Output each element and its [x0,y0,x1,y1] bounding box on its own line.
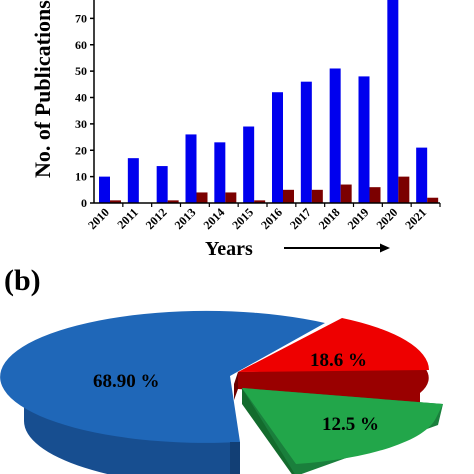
bar-2019-series-1 [358,76,370,203]
panel-label-b: (b) [4,264,41,297]
y-tick-label: 50 [75,64,87,78]
x-tick-label: 2018 [316,205,343,232]
bar-2013-series-2 [196,192,208,203]
bar-2016-series-2 [283,189,294,203]
bar-2018-series-1 [329,68,341,203]
years-arrow [284,243,390,253]
x-tick-label: 2010 [85,205,112,232]
pie-chart: 68.90 % 18.6 % 12.5 % [0,310,443,474]
bar-2017-series-1 [300,81,312,203]
pie-slice-green [242,388,443,474]
x-tick-label: 2017 [287,205,314,232]
bar-2011-series-1 [127,158,139,203]
y-axis-ticks: 0 10 20 30 40 50 60 70 [75,11,94,210]
y-tick-label: 60 [75,38,87,52]
y-tick-label: 20 [75,143,87,157]
x-tick-label: 2015 [229,205,256,232]
bar-2010-series-1 [99,176,110,203]
y-tick-label: 0 [81,196,87,210]
y-tick-label: 30 [75,117,87,131]
y-axis-label: No. of Publications [30,0,55,178]
bar-2014-series-2 [225,192,237,203]
y-tick-label: 40 [75,91,87,105]
x-axis-label: Years [205,238,253,260]
bar-2012-series-1 [156,166,168,203]
y-tick-label: 70 [75,11,87,25]
pie-label-red: 18.6 % [310,350,367,371]
bar-2021-series-2 [427,197,439,203]
bars [99,0,439,204]
bar-2016-series-1 [272,92,283,203]
x-tick-label: 2016 [258,205,285,232]
bar-2018-series-2 [340,184,352,203]
bar-2021-series-1 [416,147,428,203]
x-tick-label: 2014 [200,205,227,232]
bar-2013-series-1 [185,134,197,203]
bar-2020-series-2 [398,176,410,203]
x-tick-label: 2013 [172,205,199,232]
bar-2017-series-2 [311,189,323,203]
bar-2019-series-2 [369,187,381,203]
pie-slice-red [234,318,429,404]
x-tick-label: 2019 [345,205,372,232]
x-tick-label: 2012 [143,205,170,232]
bar-2010-series-2 [110,200,121,203]
bar-2015-series-2 [254,200,266,203]
pie-label-green: 12.5 % [322,414,379,435]
pie-label-blue: 68.90 % [93,371,160,392]
bar-2020-series-1 [387,0,399,204]
bar-2012-series-2 [167,200,179,203]
bar-2015-series-1 [243,126,255,203]
x-tick-label: 2011 [114,205,140,231]
x-tick-label: 2021 [402,205,429,232]
x-tick-label: 2020 [373,205,400,232]
bar-chart: No. of Publications 0 10 20 30 40 50 60 70 2010… [30,0,441,260]
bar-2014-series-1 [214,142,226,203]
pie-slice-blue [0,310,326,474]
x-axis-ticks: 2010 2011 2012 2013 2014 2015 2016 2017 2018 2019… [85,203,441,232]
y-tick-label: 10 [75,170,87,184]
